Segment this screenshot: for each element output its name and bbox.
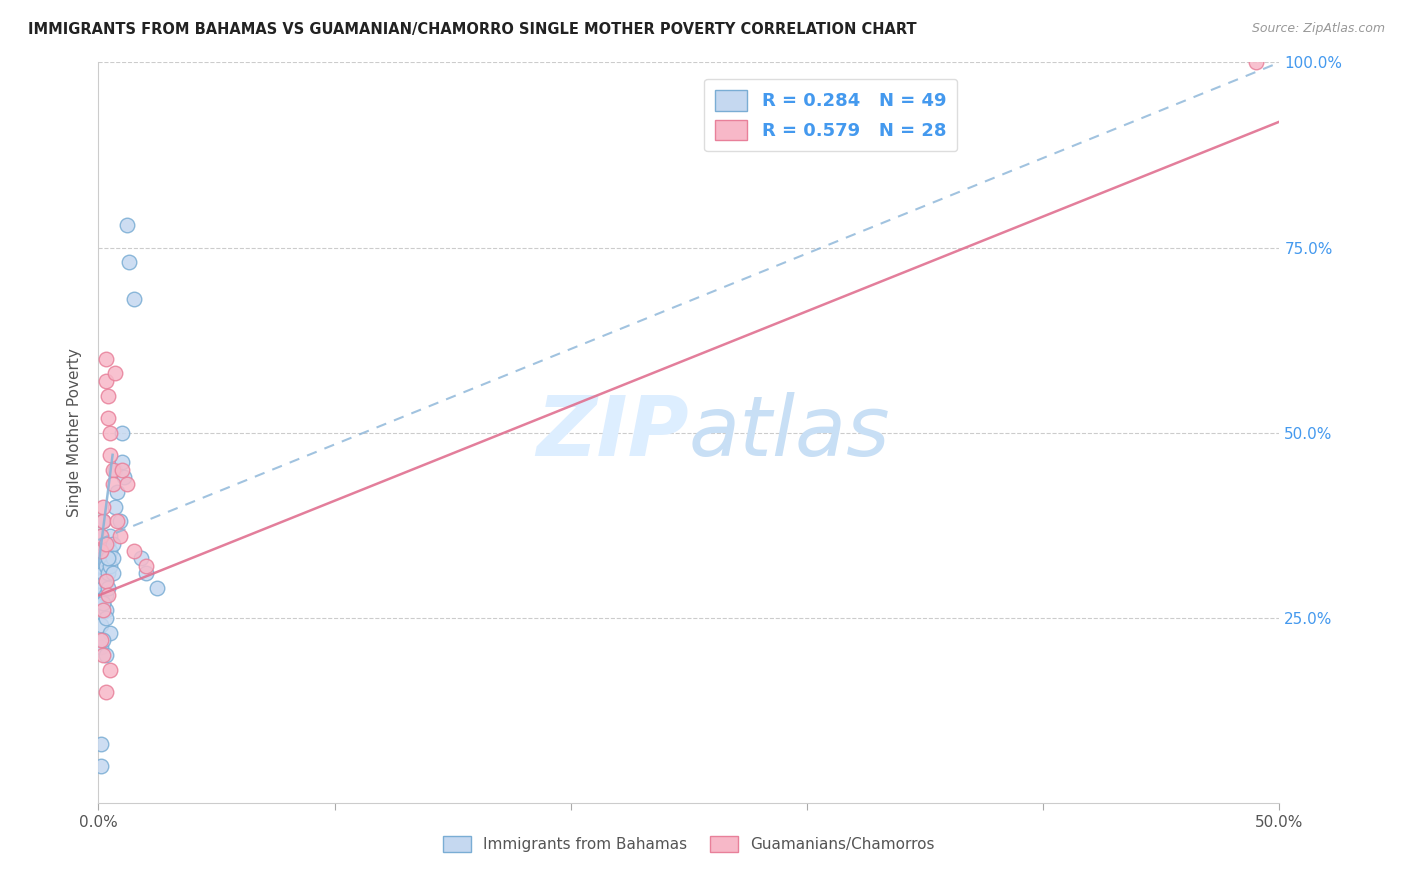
Point: [101, 551, 124, 566]
Point: [97, 410, 120, 425]
Point: [101, 462, 124, 476]
Point: [105, 515, 128, 529]
Point: [98, 529, 121, 543]
Point: [91, 515, 114, 529]
Point: [94, 544, 117, 558]
Point: [91, 500, 114, 514]
Point: [122, 544, 145, 558]
Point: [91, 581, 114, 595]
Point: [91, 596, 114, 610]
Point: [1244, 55, 1267, 70]
Point: [90, 618, 112, 632]
Point: [90, 589, 112, 603]
Point: [97, 388, 120, 402]
Point: [94, 374, 117, 388]
Point: [97, 551, 120, 566]
Point: [98, 558, 121, 573]
Point: [90, 529, 112, 543]
Point: [104, 462, 127, 476]
Point: [135, 558, 157, 573]
Point: [90, 529, 112, 543]
Point: [98, 544, 121, 558]
Point: [91, 648, 114, 662]
Point: [94, 574, 117, 588]
Point: [90, 558, 112, 573]
Point: [104, 367, 127, 381]
Point: [90, 632, 112, 647]
Point: [115, 477, 138, 491]
Point: [94, 574, 117, 588]
Point: [94, 589, 117, 603]
Point: [90, 544, 112, 558]
Point: [108, 515, 131, 529]
Point: [91, 551, 114, 566]
Legend: Immigrants from Bahamas, Guamanians/Chamorros: Immigrants from Bahamas, Guamanians/Cham…: [437, 830, 941, 858]
Point: [91, 536, 114, 550]
Text: ZIP: ZIP: [536, 392, 689, 473]
Point: [111, 462, 134, 476]
Point: [90, 574, 112, 588]
Point: [135, 566, 157, 581]
Point: [112, 470, 135, 484]
Point: [91, 515, 114, 529]
Point: [118, 255, 141, 269]
Point: [94, 351, 117, 366]
Point: [98, 448, 121, 462]
Text: atlas: atlas: [689, 392, 890, 473]
Point: [97, 566, 120, 581]
Point: [90, 737, 112, 751]
Point: [129, 551, 152, 566]
Point: [94, 610, 117, 624]
Point: [90, 544, 112, 558]
Point: [94, 685, 117, 699]
Point: [104, 500, 127, 514]
Text: IMMIGRANTS FROM BAHAMAS VS GUAMANIAN/CHAMORRO SINGLE MOTHER POVERTY CORRELATION : IMMIGRANTS FROM BAHAMAS VS GUAMANIAN/CHA…: [28, 22, 917, 37]
Point: [105, 484, 128, 499]
Point: [111, 455, 134, 469]
Point: [91, 596, 114, 610]
Y-axis label: Single Mother Poverty: Single Mother Poverty: [67, 348, 83, 517]
Point: [91, 632, 114, 647]
Point: [101, 566, 124, 581]
Point: [111, 425, 134, 440]
Point: [90, 758, 112, 772]
Point: [94, 648, 117, 662]
Point: [91, 603, 114, 617]
Point: [101, 536, 124, 550]
Point: [146, 581, 169, 595]
Point: [94, 536, 117, 550]
Point: [108, 529, 131, 543]
Point: [97, 589, 120, 603]
Point: [98, 663, 121, 677]
Point: [115, 219, 138, 233]
Point: [94, 558, 117, 573]
Point: [97, 536, 120, 550]
Point: [97, 581, 120, 595]
Point: [101, 477, 124, 491]
Point: [98, 425, 121, 440]
Point: [122, 293, 145, 307]
Point: [98, 625, 121, 640]
Point: [91, 566, 114, 581]
Point: [94, 603, 117, 617]
Text: Source: ZipAtlas.com: Source: ZipAtlas.com: [1251, 22, 1385, 36]
Point: [90, 640, 112, 655]
Point: [97, 551, 120, 566]
